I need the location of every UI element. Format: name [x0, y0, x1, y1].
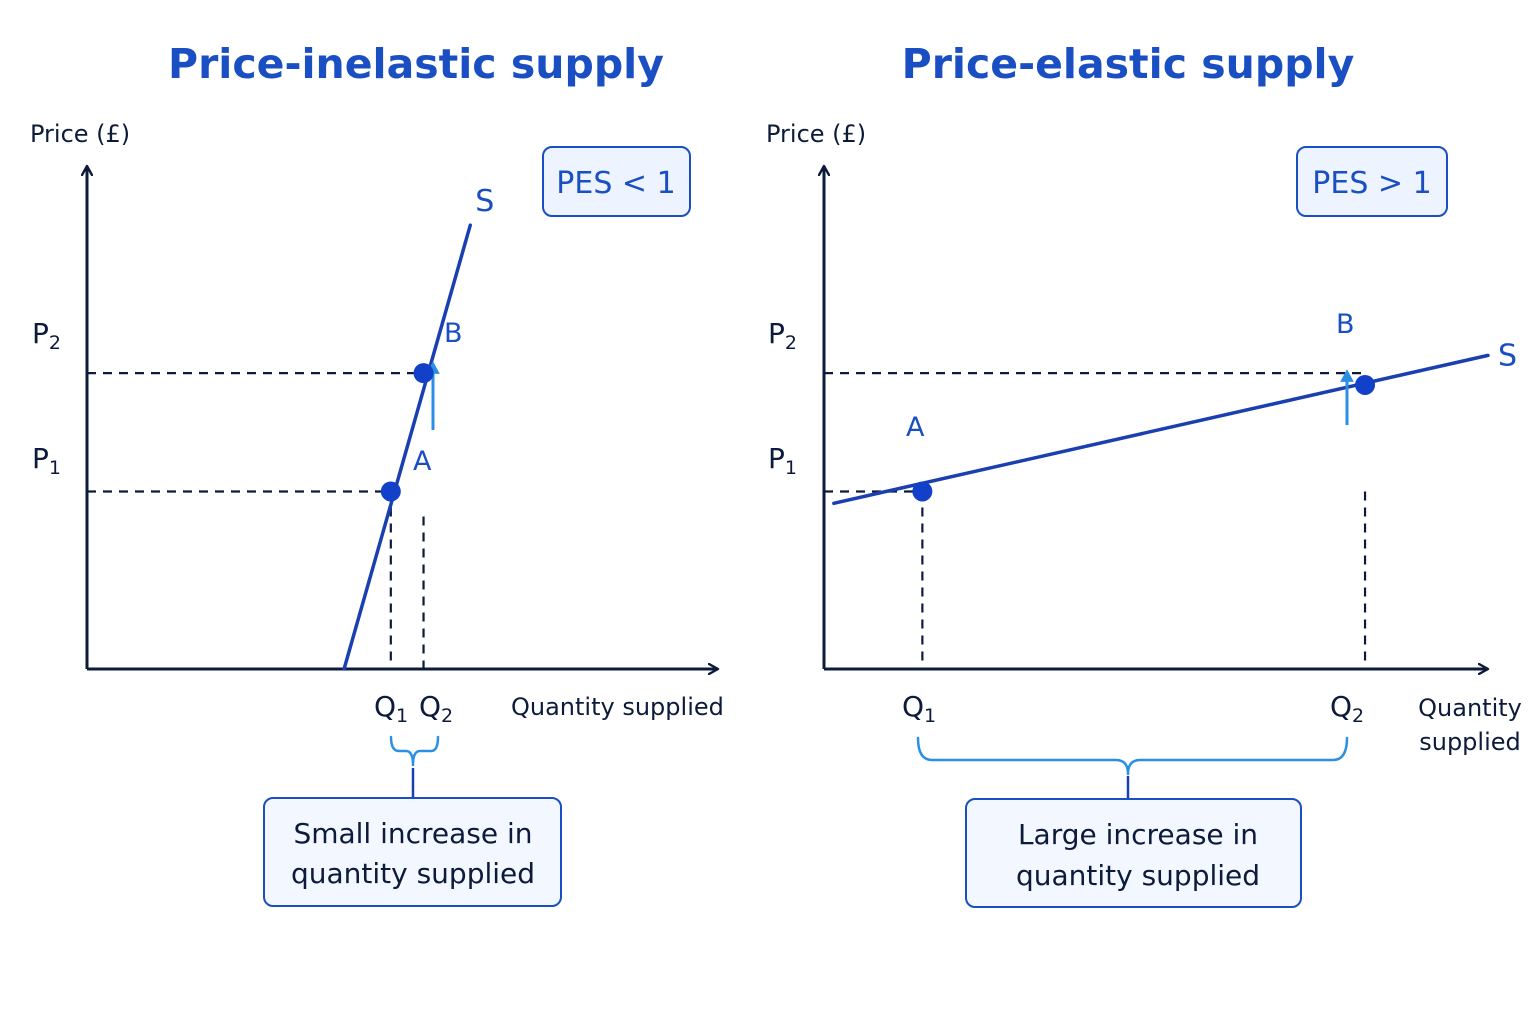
point-a-label: A — [906, 412, 925, 443]
panel-elastic: Price-elastic supply Price (£) Quantity … — [766, 40, 1522, 908]
panel-title: Price-elastic supply — [902, 40, 1355, 88]
point-a — [380, 481, 401, 502]
panel-inelastic: Price-inelastic supply Price (£) Quantit… — [30, 40, 724, 907]
point-a — [912, 481, 933, 502]
note-box: Large increase in quantity supplied — [965, 798, 1302, 908]
x-axis-label-line-2: supplied — [1419, 728, 1521, 756]
tick-p1: P1 — [768, 442, 797, 479]
x-axis-label: Quantity supplied — [511, 693, 724, 721]
point-b — [1355, 374, 1376, 395]
guide-lines — [824, 372, 1367, 669]
x-axis-label-line-1: Quantity — [1418, 694, 1522, 722]
tick-q1: Q1 — [374, 690, 408, 727]
note-box: Small increase in quantity supplied — [263, 797, 562, 907]
point-b-label: B — [444, 318, 463, 349]
tick-q2: Q2 — [1330, 690, 1364, 727]
tick-q2: Q2 — [419, 690, 453, 727]
pes-badge-text: PES < 1 — [556, 166, 675, 201]
tick-p2: P2 — [32, 317, 61, 354]
panel-title: Price-inelastic supply — [168, 40, 664, 88]
note-line-1: Large increase in — [1018, 818, 1258, 851]
quantity-brace — [389, 735, 440, 767]
y-axis-label: Price (£) — [30, 120, 130, 148]
pes-badge-text: PES > 1 — [1312, 166, 1431, 201]
point-b-label: B — [1336, 309, 1355, 340]
supply-curve-label: S — [1498, 338, 1517, 373]
supply-curve-label: S — [475, 184, 494, 219]
tick-p2: P2 — [768, 317, 797, 354]
note-line-2: quantity supplied — [1016, 859, 1260, 892]
pes-badge: PES < 1 — [542, 146, 691, 217]
tick-p1: P1 — [32, 442, 61, 479]
point-a-label: A — [413, 446, 432, 477]
guide-lines — [87, 372, 425, 669]
note-line-2: quantity supplied — [291, 857, 535, 890]
pes-badge: PES > 1 — [1296, 146, 1448, 217]
quantity-brace — [916, 736, 1349, 776]
y-axis-label: Price (£) — [766, 120, 866, 148]
tick-q1: Q1 — [902, 690, 936, 727]
point-b — [413, 363, 434, 384]
supply-curve — [832, 353, 1490, 506]
supply-curve — [342, 223, 473, 671]
note-line-1: Small increase in — [293, 817, 532, 850]
